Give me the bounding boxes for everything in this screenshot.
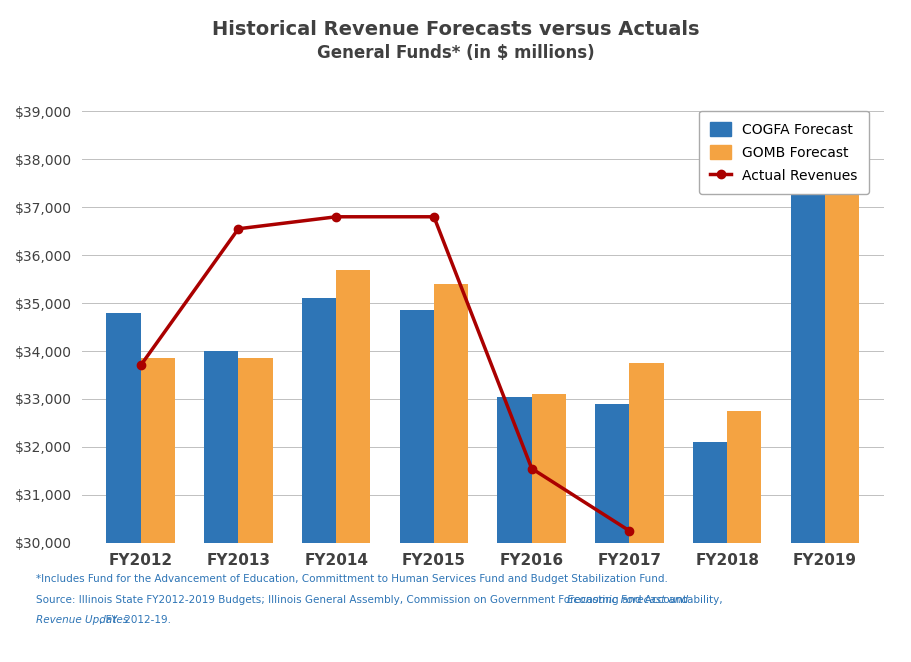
Text: , FY  2012-19.: , FY 2012-19.: [98, 615, 170, 626]
Bar: [400, 310, 434, 662]
Bar: [336, 269, 371, 662]
Text: General Funds* (in $ millions): General Funds* (in $ millions): [317, 44, 594, 62]
Text: Historical Revenue Forecasts versus Actuals: Historical Revenue Forecasts versus Actu…: [211, 21, 700, 39]
Bar: [204, 351, 239, 662]
Text: *Includes Fund for the Advancement of Education, Committment to Human Services F: *Includes Fund for the Advancement of Ed…: [36, 574, 669, 585]
Bar: [727, 411, 762, 662]
Bar: [630, 363, 664, 662]
Bar: [825, 162, 859, 662]
Bar: [107, 312, 140, 662]
Bar: [239, 358, 272, 662]
Legend: COGFA Forecast, GOMB Forecast, Actual Revenues: COGFA Forecast, GOMB Forecast, Actual Re…: [699, 111, 869, 194]
Bar: [791, 166, 825, 662]
Bar: [140, 358, 175, 662]
Bar: [302, 299, 336, 662]
Text: Economic Forecast and: Economic Forecast and: [567, 595, 688, 606]
Bar: [595, 404, 630, 662]
Bar: [434, 284, 468, 662]
Text: Source: Illinois State FY2012-2019 Budgets; Illinois General Assembly, Commissio: Source: Illinois State FY2012-2019 Budge…: [36, 595, 726, 606]
Bar: [532, 394, 566, 662]
Text: Revenue Updates: Revenue Updates: [36, 615, 128, 626]
Bar: [693, 442, 727, 662]
Bar: [497, 397, 532, 662]
